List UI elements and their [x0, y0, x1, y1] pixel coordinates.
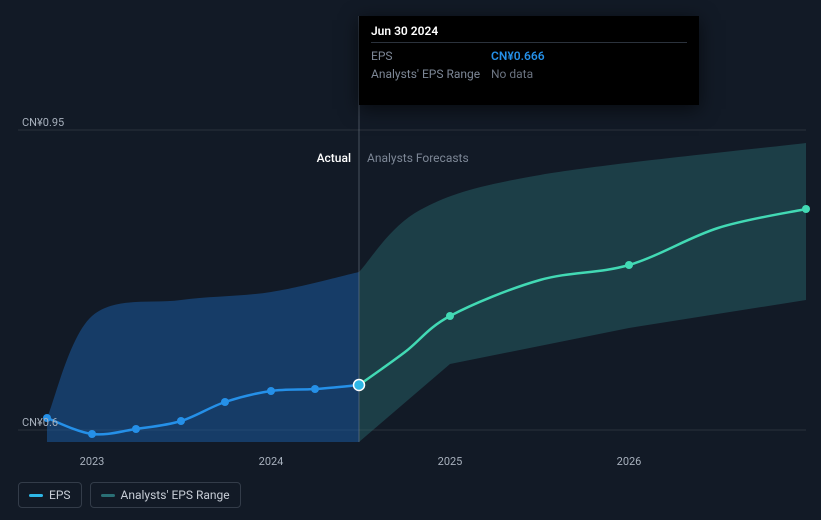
- x-axis-label: 2025: [438, 455, 463, 468]
- legend-label: Analysts' EPS Range: [121, 488, 230, 502]
- legend-swatch: [29, 494, 43, 497]
- tooltip-row-value: No data: [491, 65, 687, 83]
- legend-swatch: [101, 494, 115, 497]
- legend: EPS Analysts' EPS Range: [18, 482, 241, 508]
- tooltip-row: EPSCN¥0.666: [371, 47, 687, 65]
- tooltip: Jun 30 2024 EPSCN¥0.666Analysts' EPS Ran…: [359, 16, 699, 105]
- legend-label: EPS: [49, 488, 71, 502]
- y-axis-label: CN¥0.6: [22, 416, 58, 429]
- x-axis-label: 2024: [259, 455, 284, 468]
- tooltip-body: EPSCN¥0.666Analysts' EPS RangeNo data: [371, 47, 687, 83]
- x-axis-label: 2026: [617, 455, 642, 468]
- y-axis-label: CN¥0.95: [22, 116, 64, 129]
- x-axis-label: 2023: [80, 455, 105, 468]
- legend-eps-range[interactable]: Analysts' EPS Range: [90, 482, 241, 508]
- tooltip-row-label: EPS: [371, 47, 491, 65]
- tooltip-row-value: CN¥0.666: [491, 47, 687, 65]
- tooltip-row-label: Analysts' EPS Range: [371, 65, 491, 83]
- chart-container: Jun 30 2024 EPSCN¥0.666Analysts' EPS Ran…: [0, 0, 821, 520]
- tooltip-row: Analysts' EPS RangeNo data: [371, 65, 687, 83]
- tooltip-date: Jun 30 2024: [371, 24, 687, 43]
- legend-eps[interactable]: EPS: [18, 482, 82, 508]
